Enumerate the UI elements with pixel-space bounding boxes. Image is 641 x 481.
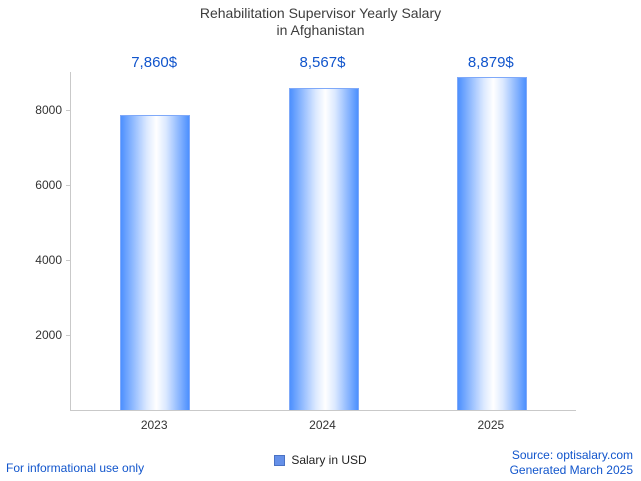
bar-value-label-2024: 8,567$ xyxy=(299,54,346,71)
source-block: Source: optisalary.com Generated March 2… xyxy=(510,448,633,478)
source-link[interactable]: Source: optisalary.com xyxy=(511,448,633,462)
y-tick-mark xyxy=(66,109,70,111)
plot-area xyxy=(70,72,576,411)
x-axis-label-2024: 2024 xyxy=(309,418,336,432)
y-tick-mark xyxy=(66,259,70,261)
salary-bar-chart: Rehabilitation Supervisor Yearly Salary … xyxy=(0,5,641,432)
legend-swatch-icon xyxy=(274,454,286,466)
legend-label: Salary in USD xyxy=(291,453,367,467)
chart-title-line2: in Afghanistan xyxy=(276,22,365,38)
bar-value-label-2025: 8,879$ xyxy=(467,54,514,71)
chart-title: Rehabilitation Supervisor Yearly Salary … xyxy=(0,5,641,39)
generated-date: Generated March 2025 xyxy=(509,463,633,477)
y-tick-mark xyxy=(66,184,70,186)
chart-title-line1: Rehabilitation Supervisor Yearly Salary xyxy=(199,5,442,21)
x-axis-label-2025: 2025 xyxy=(477,418,505,432)
y-tick-label-6000: 6000 xyxy=(35,177,62,192)
bar-2024 xyxy=(289,88,359,410)
bar-2023 xyxy=(120,115,190,410)
bar-value-label-2023: 7,860$ xyxy=(131,54,178,71)
bar-2025 xyxy=(457,77,527,410)
x-axis-label-2023: 2023 xyxy=(140,418,168,432)
legend: Salary in USD xyxy=(0,453,641,467)
y-tick-mark xyxy=(66,334,70,336)
y-tick-label-8000: 8000 xyxy=(35,102,62,117)
informational-note: For informational use only xyxy=(6,461,145,475)
y-tick-label-2000: 2000 xyxy=(35,327,62,342)
y-tick-label-4000: 4000 xyxy=(35,252,62,267)
